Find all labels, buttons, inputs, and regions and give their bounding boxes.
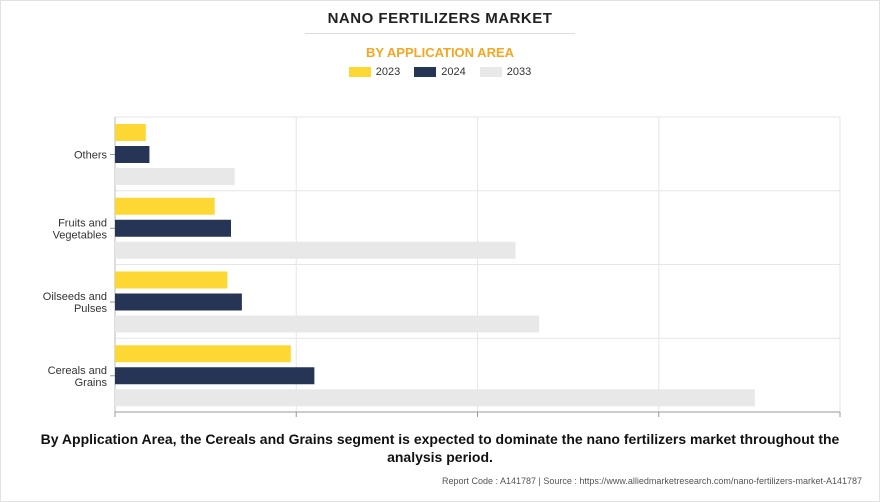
bar-2023 — [115, 124, 146, 141]
legend-label-2033: 2033 — [506, 66, 532, 78]
category-label: Fruits and — [58, 217, 107, 229]
bar-2033 — [115, 315, 540, 333]
category-label: Others — [74, 150, 108, 162]
legend-item-2033: 2033 — [479, 66, 532, 78]
legend-item-2023: 2023 — [348, 66, 401, 78]
legend-swatch-2023 — [348, 67, 371, 77]
category-label: Oilseeds and — [43, 291, 107, 303]
category-label: Grains — [75, 377, 108, 389]
legend-label-2024: 2024 — [441, 66, 466, 78]
bar-2033 — [115, 168, 235, 185]
bar-2024 — [115, 219, 231, 237]
bar-2024 — [115, 367, 315, 385]
chart-caption: By Application Area, the Cereals and Gra… — [40, 431, 840, 465]
chart-subtitle: BY APPLICATION AREA — [365, 45, 515, 60]
bar-2023 — [115, 271, 228, 289]
title-divider — [305, 33, 575, 34]
bar-2033 — [115, 389, 755, 407]
category-label: Vegetables — [53, 229, 108, 241]
bar-2024 — [115, 146, 150, 163]
legend-swatch-2024 — [414, 67, 437, 77]
bar-2023 — [115, 197, 215, 215]
bar-2023 — [115, 345, 291, 363]
legend-label-2023: 2023 — [375, 66, 401, 78]
chart-legend: 2023 2024 2033 — [0, 66, 880, 78]
report-footer: Report Code : A141787 | Source : https:/… — [441, 476, 862, 486]
category-label: Cereals and — [48, 365, 107, 377]
legend-swatch-2033 — [479, 67, 502, 77]
legend-item-2024: 2024 — [414, 66, 466, 78]
bar-2024 — [115, 293, 242, 311]
chart-title: NANO FERTILIZERS MARKET — [327, 10, 553, 27]
bar-2033 — [115, 241, 516, 259]
category-label: Pulses — [74, 303, 108, 315]
